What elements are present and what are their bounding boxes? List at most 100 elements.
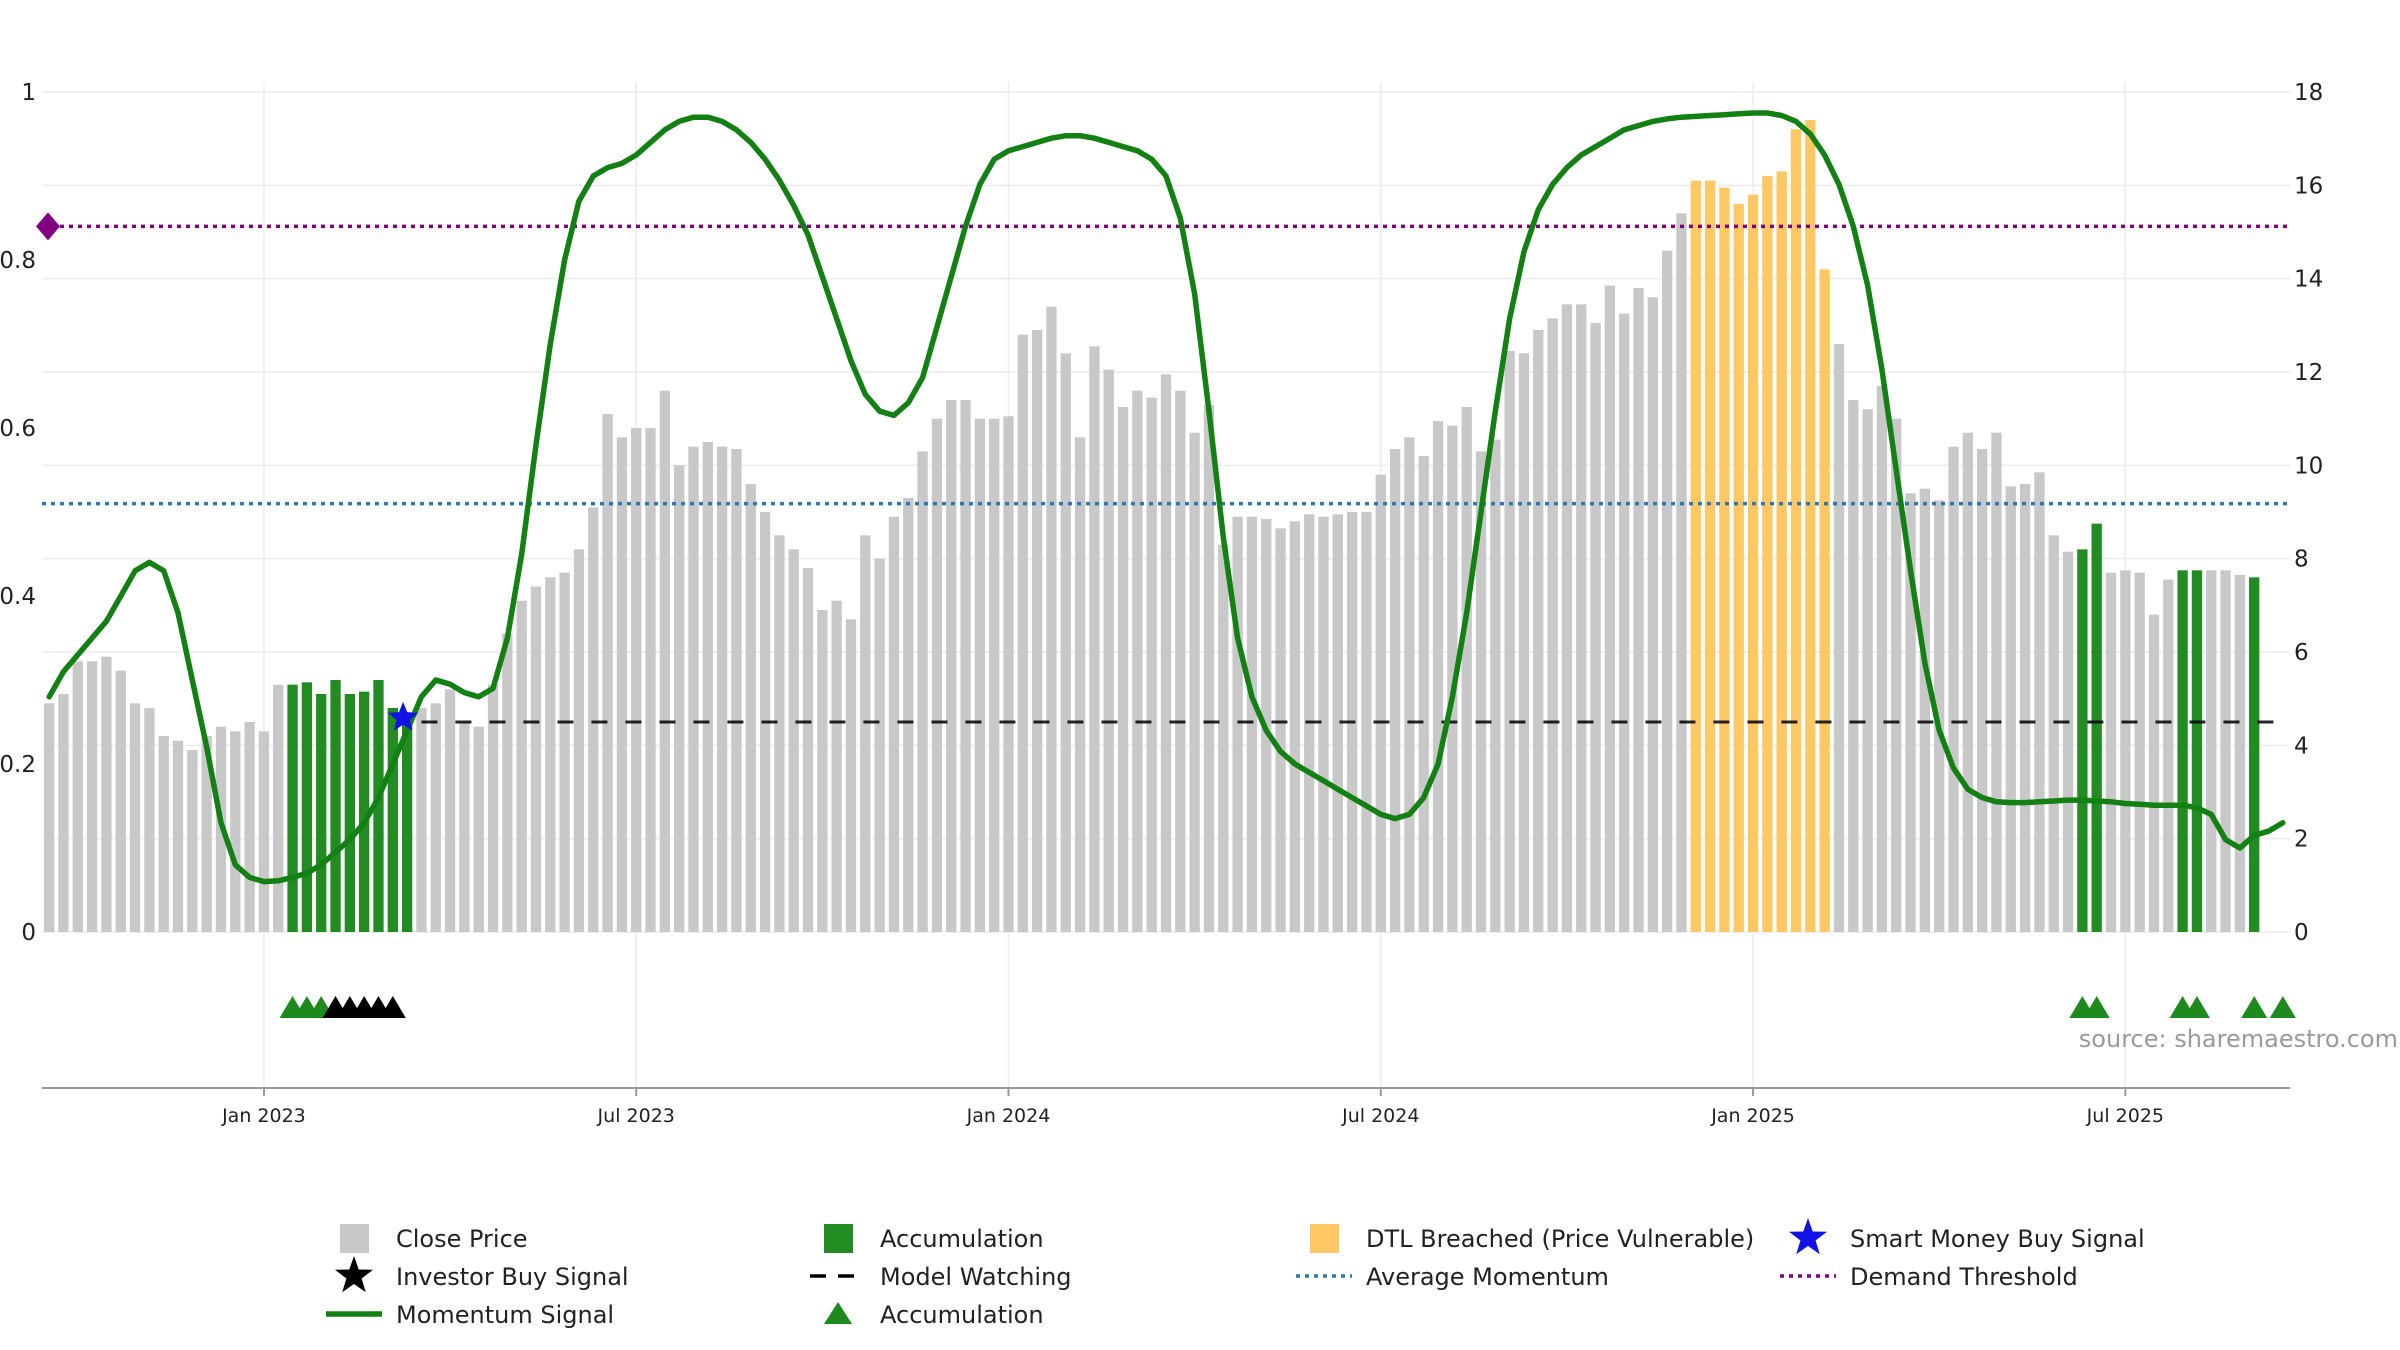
- right-axis-tick-label: 16: [2294, 173, 2323, 199]
- close-price-bar: [716, 446, 728, 932]
- close-price-bar: [158, 736, 169, 932]
- close-price-bar: [2120, 570, 2131, 932]
- accumulation-bar: [2177, 570, 2188, 932]
- close-price-bar: [1876, 386, 1888, 932]
- close-price-bar: [888, 516, 900, 932]
- close-price-bar: [72, 661, 83, 932]
- close-price-bar: [1533, 330, 1544, 932]
- close-price-bar: [1447, 425, 1458, 932]
- close-price-bar: [588, 507, 599, 932]
- close-price-bar: [2005, 486, 2016, 932]
- right-axis-tick-label: 6: [2294, 640, 2309, 666]
- accumulation-bar: [344, 694, 356, 932]
- accumulation-bar: [387, 708, 398, 932]
- close-price-bar: [1160, 374, 1172, 932]
- close-price-bar: [258, 731, 270, 932]
- close-price-bar: [1003, 416, 1014, 932]
- close-price-bar: [172, 740, 184, 932]
- dtl-breached-bar: [1747, 194, 1759, 932]
- left-axis-tick-label: 0: [21, 920, 36, 946]
- accumulation-bar: [287, 684, 298, 932]
- accumulation-bar: [2077, 549, 2088, 932]
- source-credit: source: sharemaestro.com: [2079, 1025, 2398, 1053]
- close-price-bar: [1146, 397, 1157, 933]
- momentum-signal-series: [46, 110, 2286, 885]
- close-price-bar: [674, 465, 685, 932]
- close-price-bar: [1590, 323, 1601, 932]
- close-price-bar: [1074, 437, 1086, 932]
- legend-smart-money-star: [1789, 1218, 1827, 1255]
- close-price-bar: [874, 558, 885, 932]
- close-price-bar: [86, 661, 98, 932]
- axes: Jan 2023 Jul 2023 Jan 2024 Jul 2024 Jan 2025…: [0, 80, 2323, 1127]
- close-price-bar: [831, 600, 842, 932]
- close-price-bar: [903, 498, 914, 932]
- close-price-bar: [1361, 512, 1372, 932]
- close-price-bar: [444, 689, 456, 932]
- dtl-breached-bar: [1704, 180, 1716, 932]
- close-price-bar: [1432, 421, 1444, 932]
- signal-markers: [279, 701, 2296, 1018]
- close-price-bar: [1389, 449, 1401, 932]
- legend-accumulation-label: Accumulation: [880, 1225, 1044, 1253]
- accumulation-bar: [301, 682, 313, 932]
- accumulation-bar: [330, 680, 341, 932]
- close-price-bar: [1504, 351, 1515, 932]
- close-price-bar: [1848, 400, 1859, 932]
- investor-buy-triangle: [379, 996, 406, 1018]
- right-axis-tick-label: 2: [2294, 827, 2309, 853]
- legend-demand-threshold-label: Demand Threshold: [1850, 1263, 2078, 1291]
- accumulation-triangle: [2241, 996, 2268, 1018]
- close-price-bar: [960, 400, 971, 932]
- close-price-bar: [1404, 437, 1415, 932]
- close-price-bar: [1275, 528, 1286, 932]
- accumulation-bar: [359, 691, 370, 932]
- close-price-bar: [802, 568, 814, 932]
- smart-money-buy-star: [387, 701, 419, 731]
- close-price-bar: [974, 418, 986, 933]
- right-axis-tick-label: 18: [2294, 80, 2323, 106]
- demand-threshold-marker: [36, 212, 60, 241]
- close-price-bar: [1060, 353, 1071, 932]
- close-price-bar: [2234, 575, 2246, 932]
- close-price-bar: [44, 703, 55, 932]
- close-price-bar: [1948, 446, 1959, 932]
- close-price-bar: [1117, 407, 1129, 932]
- legend-momentum-label: Momentum Signal: [396, 1301, 614, 1329]
- close-price-bar: [573, 549, 585, 932]
- close-price-bar: [2134, 572, 2145, 932]
- close-price-bar: [530, 586, 542, 932]
- left-axis-tick-label: 0.6: [0, 416, 36, 442]
- accumulation-triangle: [2183, 996, 2210, 1018]
- close-price-bar: [1647, 297, 1658, 932]
- accumulation-triangle: [2083, 996, 2110, 1018]
- right-axis-tick-label: 12: [2294, 360, 2323, 386]
- close-price-bar: [1518, 353, 1530, 932]
- accumulation-bar: [2249, 577, 2260, 932]
- x-tick-label: Jul 2024: [1341, 1105, 1419, 1127]
- accumulation-bar: [2191, 570, 2203, 932]
- legend-investor-label: Investor Buy Signal: [396, 1263, 629, 1291]
- close-price-bar: [731, 449, 742, 932]
- right-axis-tick-label: 8: [2294, 547, 2309, 573]
- close-price-bar: [688, 446, 699, 932]
- dtl-breached-bar: [1733, 204, 1744, 932]
- legend-close-price-label: Close Price: [396, 1225, 528, 1253]
- close-price-bar: [1461, 407, 1472, 932]
- left-axis-tick-label: 0.8: [0, 248, 36, 274]
- dtl-breached-bar: [1805, 120, 1816, 932]
- close-price-bar: [1475, 451, 1487, 932]
- legend-accumulation-triangle: [824, 1302, 852, 1324]
- accumulation-bar: [2091, 523, 2102, 932]
- close-price-bar: [1490, 439, 1501, 932]
- close-price-bar: [115, 670, 126, 932]
- x-tick-label: Jan 2024: [966, 1105, 1051, 1127]
- legend-investor-star: [335, 1256, 373, 1293]
- close-price-bar: [459, 722, 470, 932]
- legend-accumulation-marker-label: Accumulation: [880, 1301, 1044, 1329]
- close-price-bar: [1905, 493, 1916, 932]
- close-price-bar: [273, 684, 284, 932]
- close-price-bar: [1175, 390, 1186, 933]
- close-price-bar: [602, 414, 613, 932]
